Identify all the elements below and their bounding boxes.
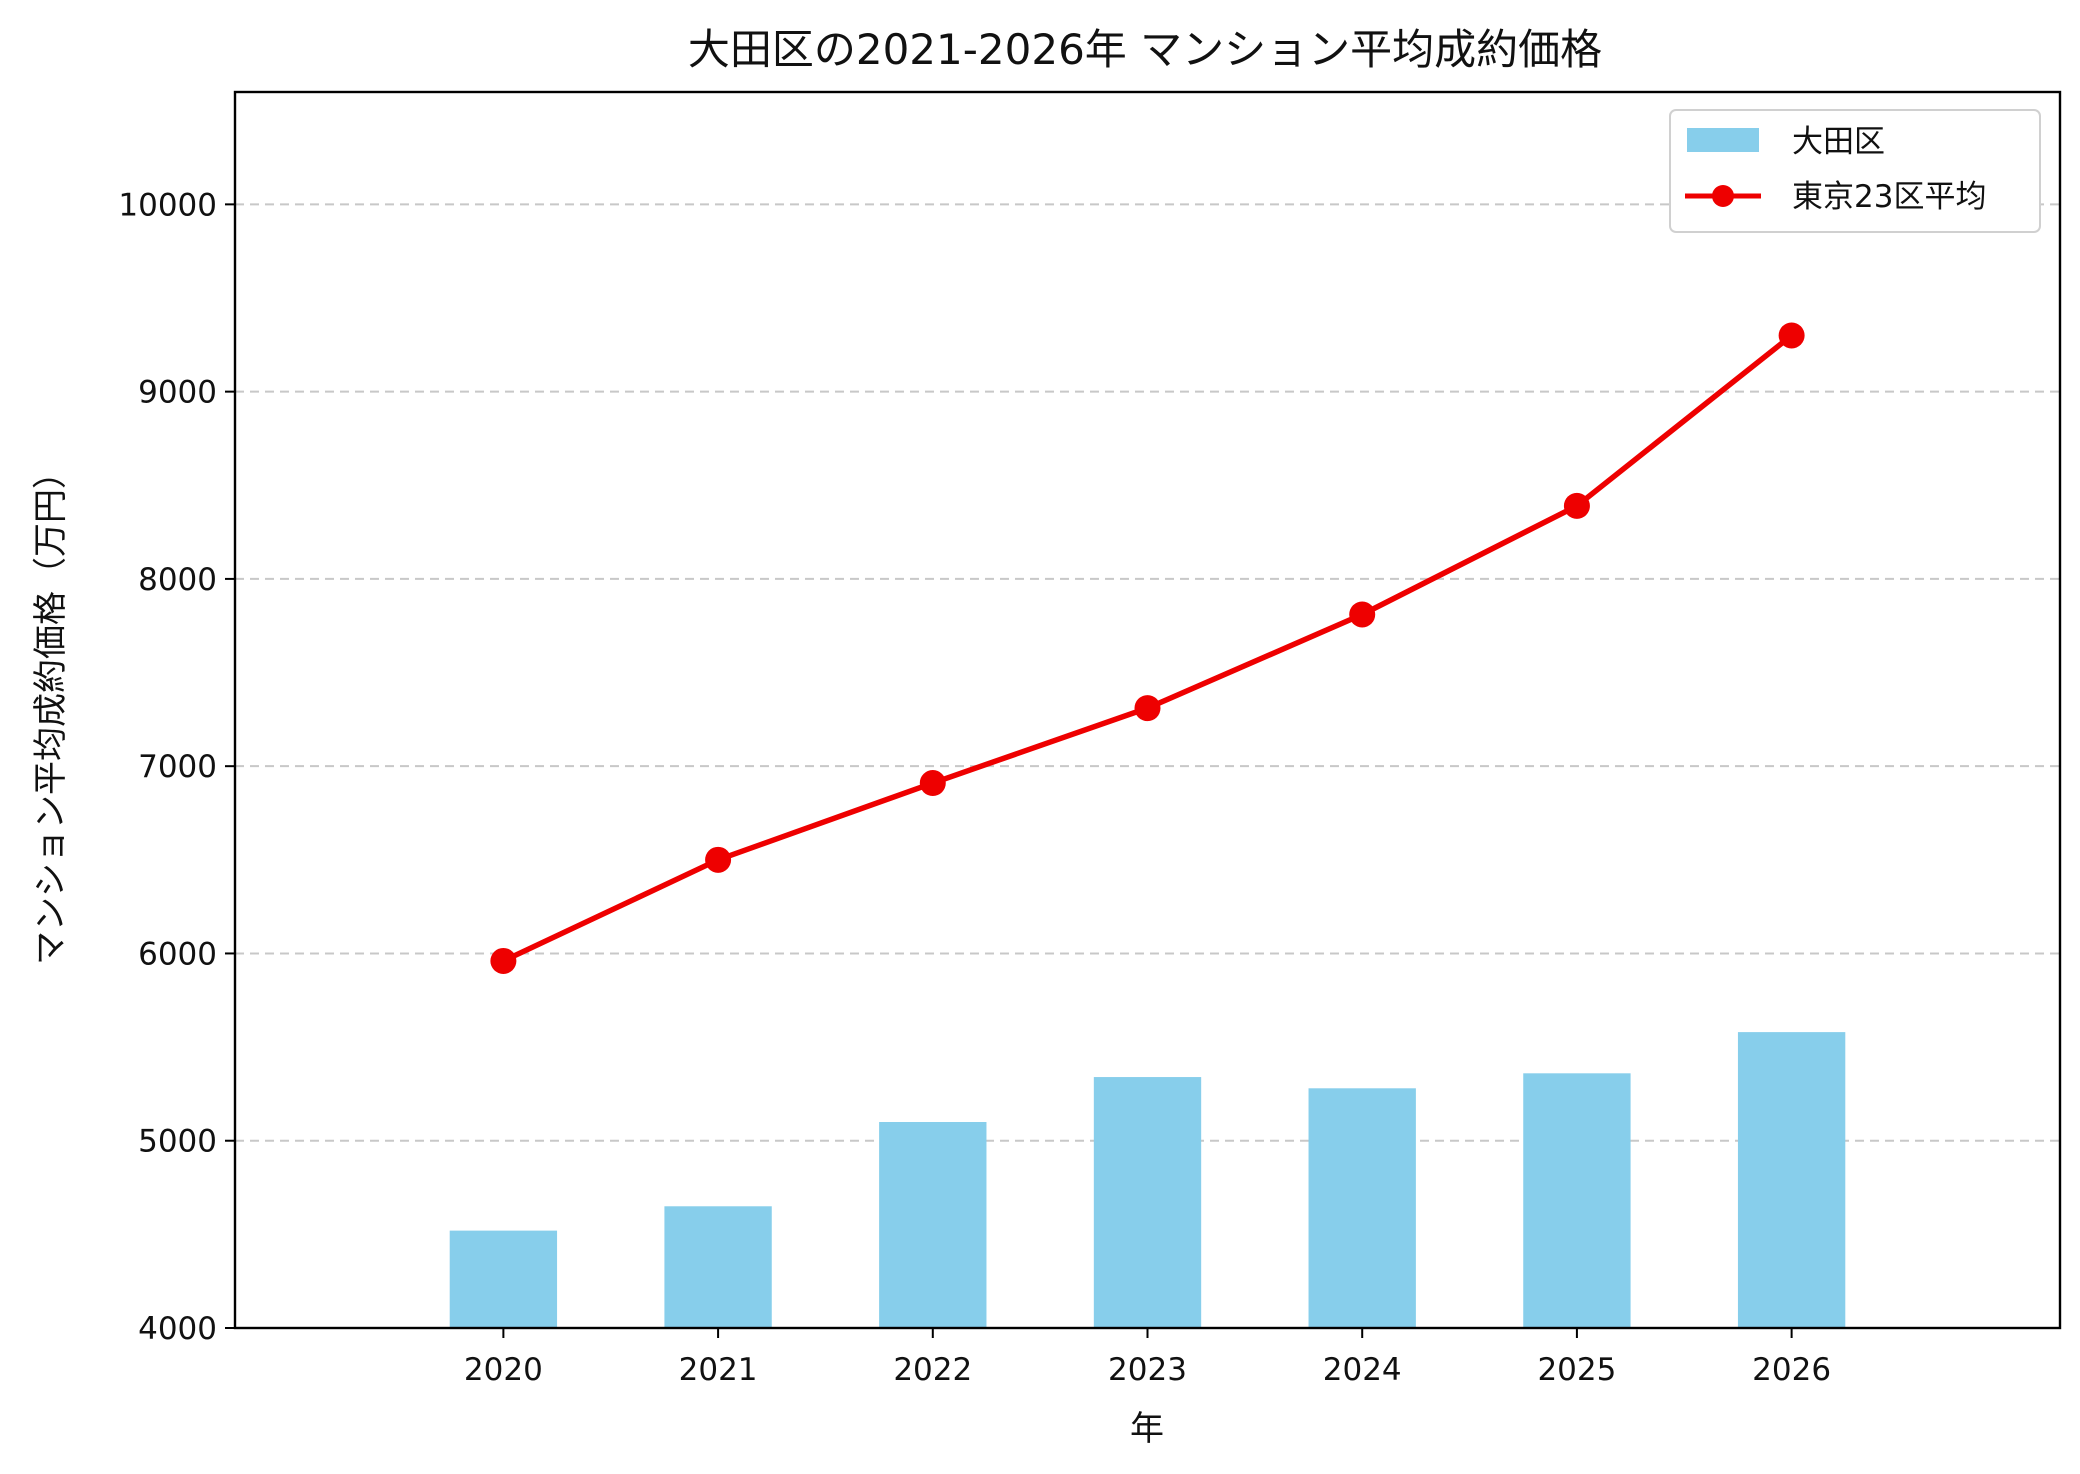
y-tick-label: 8000: [138, 562, 217, 598]
y-axis: 4000 5000 6000 7000 8000 9000 10000: [118, 187, 235, 1347]
bar: [1093, 1077, 1202, 1328]
x-tick-label: 2026: [1752, 1352, 1831, 1388]
y-tick-label: 10000: [118, 187, 217, 223]
legend-frame: [1669, 109, 2041, 233]
line-point: [1349, 601, 1376, 628]
bar: [879, 1122, 987, 1328]
bar: [1308, 1088, 1416, 1328]
x-tick-label: 2022: [893, 1352, 972, 1388]
line-point: [1778, 322, 1805, 349]
chart-title: 大田区の2021-2026年 マンション平均成約価格: [688, 25, 1602, 74]
bar: [449, 1230, 558, 1328]
line-point: [705, 846, 732, 873]
x-tick-label: 2024: [1323, 1352, 1402, 1388]
legend-swatch-bar: [1687, 128, 1759, 152]
y-tick-label: 5000: [138, 1124, 217, 1160]
line-point: [490, 947, 517, 974]
x-tick-label: 2023: [1108, 1352, 1187, 1388]
legend-label-line: 東京23区平均: [1792, 179, 1986, 215]
x-tick-label: 2025: [1537, 1352, 1616, 1388]
bar: [664, 1206, 772, 1328]
legend-swatch-marker: [1712, 185, 1734, 207]
y-tick-label: 7000: [138, 749, 217, 785]
line-point: [1563, 492, 1590, 519]
legend: 大田区 東京23区平均: [1669, 109, 2041, 233]
y-axis-label: マンション平均成約価格（万円）: [31, 455, 71, 965]
bar: [1523, 1073, 1631, 1328]
x-axis-label: 年: [1130, 1409, 1164, 1449]
grid: [235, 203, 2060, 1142]
y-tick-label: 4000: [138, 1311, 217, 1347]
x-tick-label: 2021: [679, 1352, 758, 1388]
legend-label-bar: 大田区: [1792, 124, 1885, 160]
line-series: [490, 322, 1805, 974]
y-tick-label: 9000: [138, 375, 217, 411]
x-axis: 2020 2021 2022 2023 2024 2025 2026: [464, 1328, 1831, 1388]
x-tick-label: 2020: [464, 1352, 543, 1388]
line-point: [1134, 695, 1161, 722]
line-point: [919, 770, 946, 797]
y-tick-label: 6000: [138, 936, 217, 972]
bar-series: [449, 1032, 1846, 1328]
bar: [1737, 1032, 1846, 1328]
